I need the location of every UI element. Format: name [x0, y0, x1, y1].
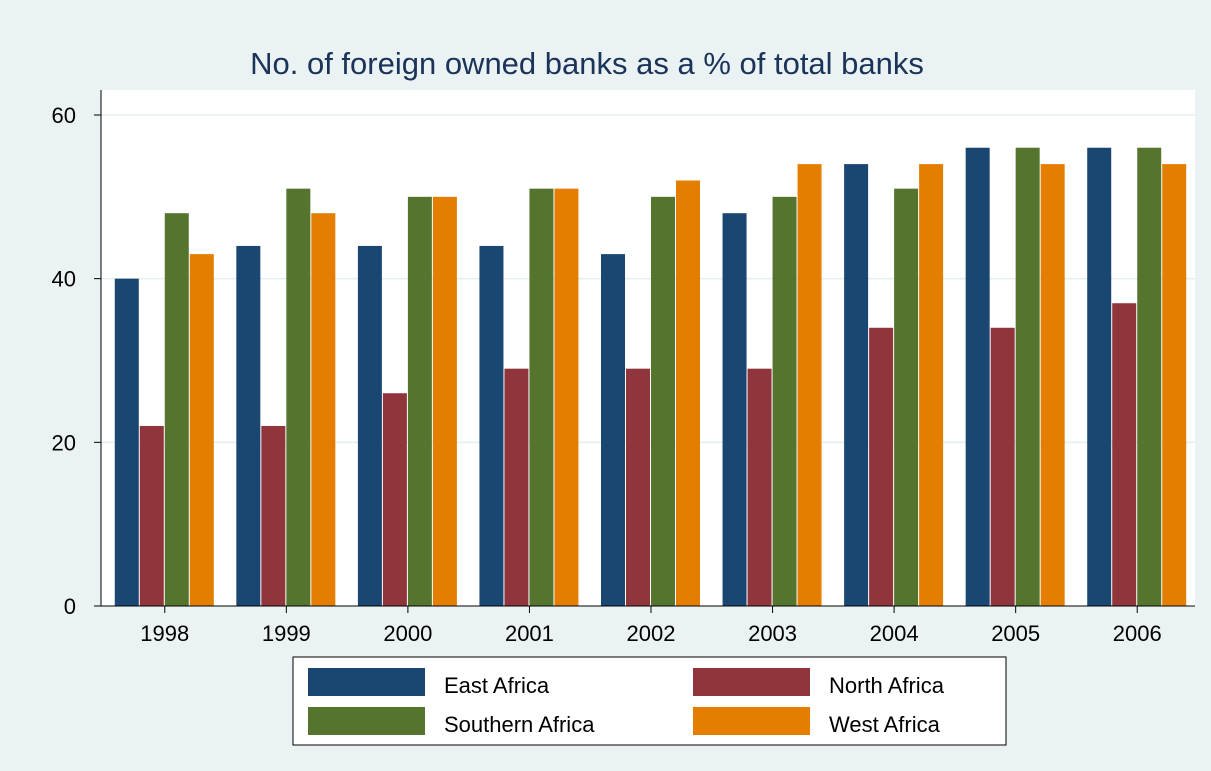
- y-tick-label: 0: [64, 594, 76, 619]
- x-tick-label: 2005: [991, 621, 1040, 646]
- bar-west-africa-2005: [1040, 164, 1065, 606]
- legend-swatch-southern-africa: [308, 707, 425, 735]
- x-tick-label: 2003: [748, 621, 797, 646]
- x-tick-label: 2000: [383, 621, 432, 646]
- bar-southern-africa-2002: [651, 196, 675, 607]
- bar-north-africa-2006: [1112, 303, 1137, 606]
- legend-label: East Africa: [444, 673, 550, 698]
- y-tick-label: 20: [52, 430, 76, 455]
- y-tick-labels: 0 20 40 60: [52, 103, 101, 619]
- bar-west-africa-2006: [1162, 164, 1187, 606]
- bar-southern-africa-2004: [894, 188, 919, 606]
- bar-southern-africa-2001: [529, 188, 554, 606]
- bar-southern-africa-2000: [407, 196, 432, 607]
- bar-east-africa-1998: [114, 278, 139, 606]
- chart-title: No. of foreign owned banks as a % of tot…: [250, 46, 924, 81]
- y-tick-label: 60: [52, 103, 76, 128]
- bar-north-africa-2003: [747, 368, 772, 606]
- bar-north-africa-2005: [990, 327, 1015, 606]
- bars: [114, 147, 1187, 607]
- bar-west-africa-2002: [676, 180, 700, 606]
- bar-southern-africa-2003: [772, 196, 797, 607]
- bar-southern-africa-2005: [1015, 147, 1040, 606]
- bar-east-africa-1999: [236, 245, 261, 606]
- bar-east-africa-2002: [601, 254, 625, 606]
- legend-label: Southern Africa: [444, 712, 595, 737]
- bar-east-africa-2005: [965, 147, 990, 606]
- legend-swatch-east-africa: [308, 668, 425, 696]
- bar-west-africa-1998: [189, 254, 214, 606]
- bar-east-africa-2004: [844, 164, 869, 606]
- legend-swatch-north-africa: [693, 668, 810, 696]
- x-tick-label: 1998: [140, 621, 189, 646]
- bar-east-africa-2000: [357, 245, 382, 606]
- x-tick-label: 1999: [262, 621, 311, 646]
- bar-north-africa-2000: [382, 393, 407, 606]
- legend: East Africa North Africa Southern Africa We…: [292, 656, 1007, 746]
- x-tick-label: 2002: [627, 621, 676, 646]
- bar-north-africa-2002: [626, 368, 650, 606]
- x-tick-label: 2001: [505, 621, 554, 646]
- bar-west-africa-2004: [919, 164, 944, 606]
- bar-southern-africa-1998: [164, 213, 189, 606]
- bar-east-africa-2001: [479, 245, 504, 606]
- bar-east-africa-2003: [722, 213, 747, 606]
- bar-north-africa-2001: [504, 368, 529, 606]
- y-tick-label: 40: [52, 267, 76, 292]
- bar-west-africa-1999: [311, 213, 336, 606]
- axes: [94, 90, 1195, 607]
- bar-west-africa-2001: [554, 188, 579, 606]
- bar-north-africa-1999: [261, 425, 286, 606]
- bar-north-africa-1998: [139, 425, 164, 606]
- bar-west-africa-2000: [432, 196, 457, 607]
- x-tick-label: 2006: [1113, 621, 1162, 646]
- bar-east-africa-2006: [1087, 147, 1112, 606]
- legend-swatch-west-africa: [693, 707, 810, 735]
- bar-west-africa-2003: [797, 164, 822, 606]
- legend-label: North Africa: [829, 673, 945, 698]
- legend-label: West Africa: [829, 712, 941, 737]
- bar-southern-africa-2006: [1137, 147, 1162, 606]
- x-tick-label: 2004: [870, 621, 919, 646]
- bar-southern-africa-1999: [286, 188, 311, 606]
- x-tick-labels: 1998 1999 2000 2001 2002 2003 2004 2005 2006: [140, 606, 1162, 646]
- bar-north-africa-2004: [869, 327, 894, 606]
